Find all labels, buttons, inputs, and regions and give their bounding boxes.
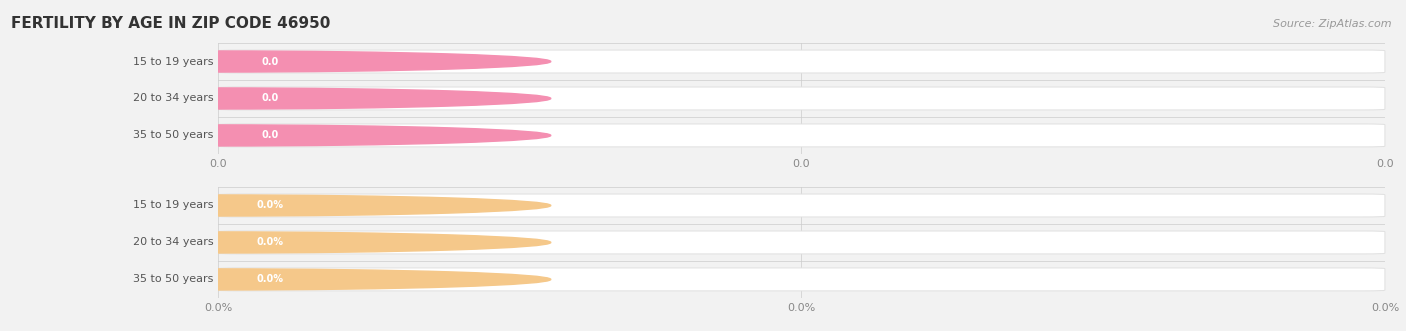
Text: 0.0%: 0.0% [204, 303, 232, 313]
FancyBboxPatch shape [218, 50, 1385, 73]
Circle shape [0, 269, 551, 290]
FancyBboxPatch shape [218, 231, 1385, 254]
Text: 0.0: 0.0 [1376, 159, 1393, 169]
Text: 0.0%: 0.0% [1371, 303, 1399, 313]
FancyBboxPatch shape [236, 234, 304, 251]
Text: 0.0%: 0.0% [257, 237, 284, 248]
Circle shape [0, 232, 551, 253]
Text: 0.0: 0.0 [262, 93, 278, 104]
FancyBboxPatch shape [236, 127, 304, 144]
Text: 0.0: 0.0 [209, 159, 226, 169]
FancyBboxPatch shape [236, 53, 304, 70]
Text: 15 to 19 years: 15 to 19 years [134, 201, 214, 211]
Text: 20 to 34 years: 20 to 34 years [134, 93, 214, 104]
Text: 15 to 19 years: 15 to 19 years [134, 57, 214, 67]
Text: Source: ZipAtlas.com: Source: ZipAtlas.com [1274, 19, 1392, 29]
Circle shape [0, 51, 551, 72]
Text: 0.0%: 0.0% [787, 303, 815, 313]
Text: 0.0: 0.0 [793, 159, 810, 169]
Text: 35 to 50 years: 35 to 50 years [134, 130, 214, 140]
FancyBboxPatch shape [218, 124, 1385, 147]
Text: 0.0%: 0.0% [257, 201, 284, 211]
Text: 20 to 34 years: 20 to 34 years [134, 237, 214, 248]
FancyBboxPatch shape [218, 268, 1385, 291]
FancyBboxPatch shape [236, 90, 304, 107]
Text: 0.0: 0.0 [262, 130, 278, 140]
FancyBboxPatch shape [218, 87, 1385, 110]
FancyBboxPatch shape [236, 197, 304, 214]
FancyBboxPatch shape [218, 194, 1385, 217]
FancyBboxPatch shape [236, 271, 304, 288]
Text: 35 to 50 years: 35 to 50 years [134, 274, 214, 284]
Circle shape [0, 125, 551, 146]
Text: 0.0%: 0.0% [257, 274, 284, 284]
Text: 0.0: 0.0 [262, 57, 278, 67]
Text: FERTILITY BY AGE IN ZIP CODE 46950: FERTILITY BY AGE IN ZIP CODE 46950 [11, 16, 330, 31]
Circle shape [0, 88, 551, 109]
Circle shape [0, 195, 551, 216]
